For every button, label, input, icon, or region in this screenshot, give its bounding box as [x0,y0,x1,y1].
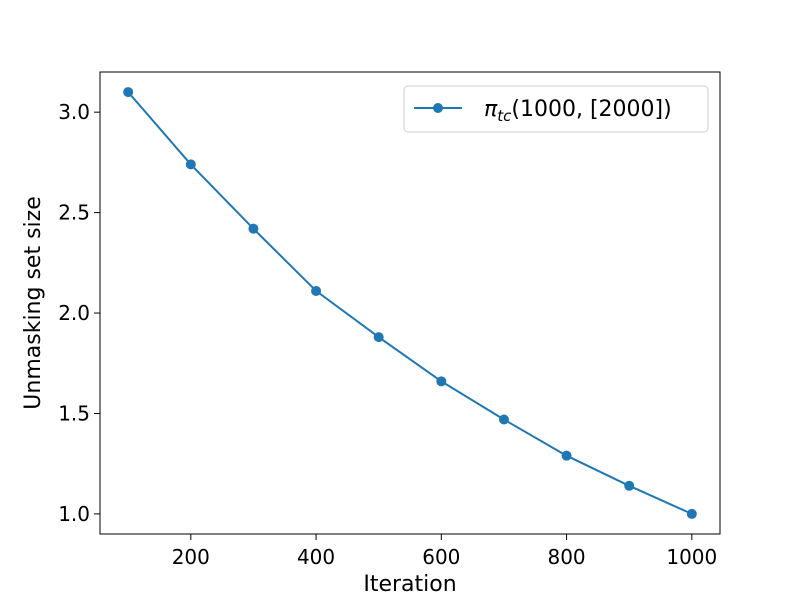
y-tick-label: 1.5 [58,401,90,425]
legend-box [403,85,709,133]
series-layer [123,87,697,519]
y-axis-label: Unmasking set size [21,196,46,409]
y-axis-ticks: 1.0 1.5 2.0 2.5 3.0 [58,100,100,526]
data-point [185,159,196,170]
legend: πtc(1000, [2000]) [403,85,709,133]
data-point [498,414,509,425]
data-point [624,480,635,491]
y-tick-label: 3.0 [58,100,90,124]
x-tick-label: 200 [172,545,210,569]
x-tick-label: 1000 [666,545,717,569]
y-tick-label: 1.0 [58,502,90,526]
x-tick-label: 600 [422,545,460,569]
y-tick-label: 2.5 [58,201,90,225]
legend-label-rest: (1000, [2000]) [511,97,671,122]
legend-entry: πtc(1000, [2000]) [484,97,672,125]
data-point [436,376,447,387]
data-point [248,223,259,234]
series-line [127,91,693,515]
x-tick-label: 800 [547,545,585,569]
x-tick-label: 400 [297,545,335,569]
data-point [123,87,134,98]
legend-symbol: π [484,97,498,122]
data-point [561,450,572,461]
legend-marker-swatch [433,103,443,113]
data-point [686,508,697,519]
x-axis-ticks: 200 400 600 800 1000 [172,534,717,569]
data-point [311,285,322,296]
y-tick-label: 2.0 [58,301,90,325]
x-axis-label: Iteration [363,572,456,597]
data-point [373,332,384,343]
plot-frame [99,71,721,535]
legend-subscript: tc [497,107,512,125]
